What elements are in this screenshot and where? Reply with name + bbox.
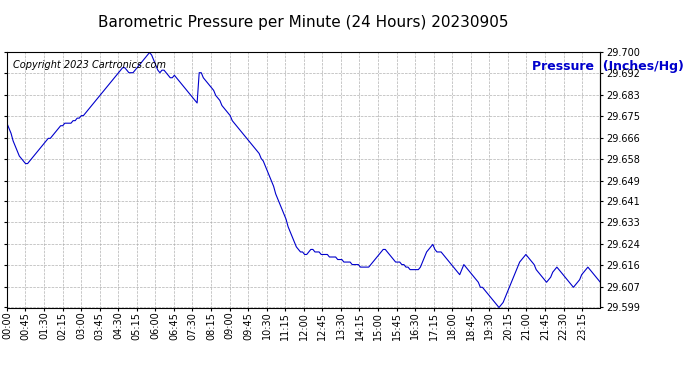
Text: Pressure  (Inches/Hg): Pressure (Inches/Hg): [531, 60, 683, 73]
Text: Barometric Pressure per Minute (24 Hours) 20230905: Barometric Pressure per Minute (24 Hours…: [99, 15, 509, 30]
Text: Copyright 2023 Cartronics.com: Copyright 2023 Cartronics.com: [13, 60, 166, 70]
